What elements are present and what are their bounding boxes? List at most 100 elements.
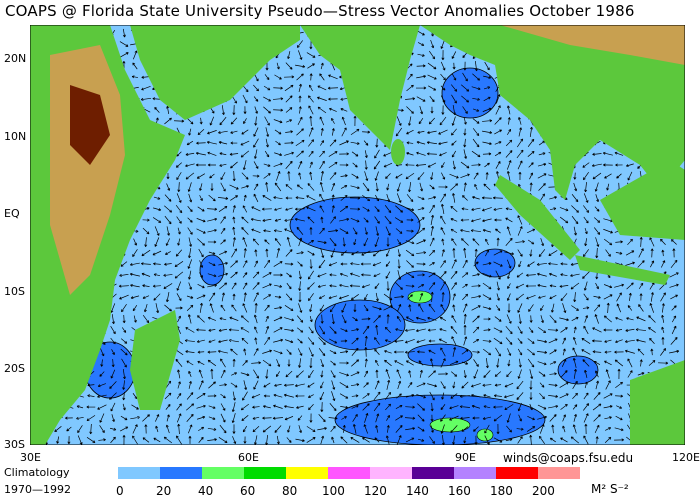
wind-vector: [132, 435, 138, 445]
wind-vector: [97, 394, 107, 398]
wind-vector: [493, 327, 503, 333]
wind-vector: [319, 304, 325, 312]
wind-vector: [229, 184, 239, 190]
wind-vector: [241, 227, 249, 235]
wind-vector: [197, 315, 205, 323]
wind-vector: [274, 152, 283, 157]
wind-vector: [386, 379, 391, 390]
wind-vector: [274, 129, 282, 135]
wind-vector: [670, 294, 678, 300]
wind-vector: [243, 348, 247, 356]
wind-vector: [560, 403, 568, 410]
wind-vector: [208, 292, 216, 302]
wind-vector: [406, 141, 414, 145]
wind-vector: [417, 217, 425, 223]
map-title: COAPS @ Florida State University Pseudo—…: [5, 2, 635, 20]
legend-tick: 160: [448, 484, 471, 498]
wind-vector: [539, 424, 545, 434]
wind-vector: [496, 281, 500, 291]
wind-vector: [405, 249, 415, 257]
wind-vector: [243, 380, 248, 390]
wind-vector: [263, 106, 271, 114]
wind-vector: [187, 206, 193, 213]
wind-vector: [517, 402, 522, 412]
wind-vector: [406, 260, 414, 268]
wind-vector: [130, 416, 140, 420]
wind-vector: [232, 436, 237, 444]
wind-vector: [540, 305, 544, 311]
wind-vector: [275, 371, 281, 378]
wind-vector: [220, 172, 226, 181]
sumatra: [495, 175, 580, 260]
africa-highlands: [50, 45, 125, 295]
wind-vector: [364, 150, 368, 158]
wind-vector: [615, 328, 623, 332]
wind-vector: [232, 391, 236, 401]
wind-vector: [548, 338, 558, 344]
wind-vector: [143, 303, 148, 313]
wind-vector: [132, 424, 138, 434]
wind-vector: [440, 73, 446, 81]
wind-vector: [295, 438, 305, 442]
wind-vector: [243, 106, 247, 114]
wind-vector: [496, 424, 500, 435]
wind-vector: [471, 150, 481, 158]
wind-vector: [351, 347, 359, 357]
wind-vector: [384, 391, 392, 400]
wind-vector: [339, 205, 349, 213]
wind-vector: [153, 437, 161, 443]
wind-vector: [419, 292, 424, 301]
wind-vector: [495, 347, 501, 357]
wind-vector: [284, 305, 294, 311]
wind-vector: [375, 413, 380, 423]
wind-vector: [604, 416, 612, 420]
wind-vector: [428, 282, 436, 290]
wind-vector: [142, 295, 150, 299]
wind-vector: [97, 404, 107, 410]
wind-vector: [416, 394, 426, 399]
wind-vector: [604, 436, 612, 444]
wind-vector: [285, 95, 293, 103]
wind-vector: [196, 393, 206, 399]
wind-vector: [515, 283, 525, 289]
wind-vector: [582, 306, 590, 310]
wind-vector: [471, 207, 481, 211]
wind-vector: [426, 141, 437, 145]
wind-vector: [517, 215, 523, 225]
wind-vector: [164, 194, 172, 202]
wind-vector: [451, 282, 457, 290]
wind-vector: [670, 239, 677, 245]
wind-vector: [506, 413, 511, 423]
wind-vector: [122, 403, 126, 411]
wind-vector: [362, 182, 370, 192]
wind-vector: [505, 207, 513, 211]
wind-vector: [603, 405, 613, 409]
wind-vector: [593, 227, 601, 235]
wind-vector: [471, 404, 481, 409]
wind-vector: [571, 316, 579, 322]
wind-vector: [154, 107, 160, 113]
wind-vector: [307, 282, 315, 290]
wind-vector: [252, 174, 260, 178]
wind-vector: [374, 237, 379, 247]
wind-vector: [430, 214, 435, 225]
wind-vector: [572, 357, 577, 368]
wind-vector: [164, 205, 173, 213]
wind-vector: [537, 284, 547, 288]
wind-vector: [273, 404, 283, 409]
wind-vector: [462, 259, 468, 269]
lat-label-10s: 10S: [4, 285, 25, 298]
wind-vector: [98, 438, 106, 442]
wind-vector: [483, 183, 491, 191]
wind-vector: [121, 327, 127, 333]
wind-vector: [307, 394, 314, 398]
legend-tick: 0: [116, 484, 124, 498]
wind-vector: [616, 292, 622, 302]
wind-vector: [463, 247, 467, 258]
wind-vector: [484, 61, 490, 71]
wind-vector: [482, 228, 492, 233]
wind-vector: [614, 438, 625, 442]
wind-vector: [163, 283, 173, 289]
wind-vector: [87, 394, 95, 398]
wind-vector: [265, 138, 269, 148]
